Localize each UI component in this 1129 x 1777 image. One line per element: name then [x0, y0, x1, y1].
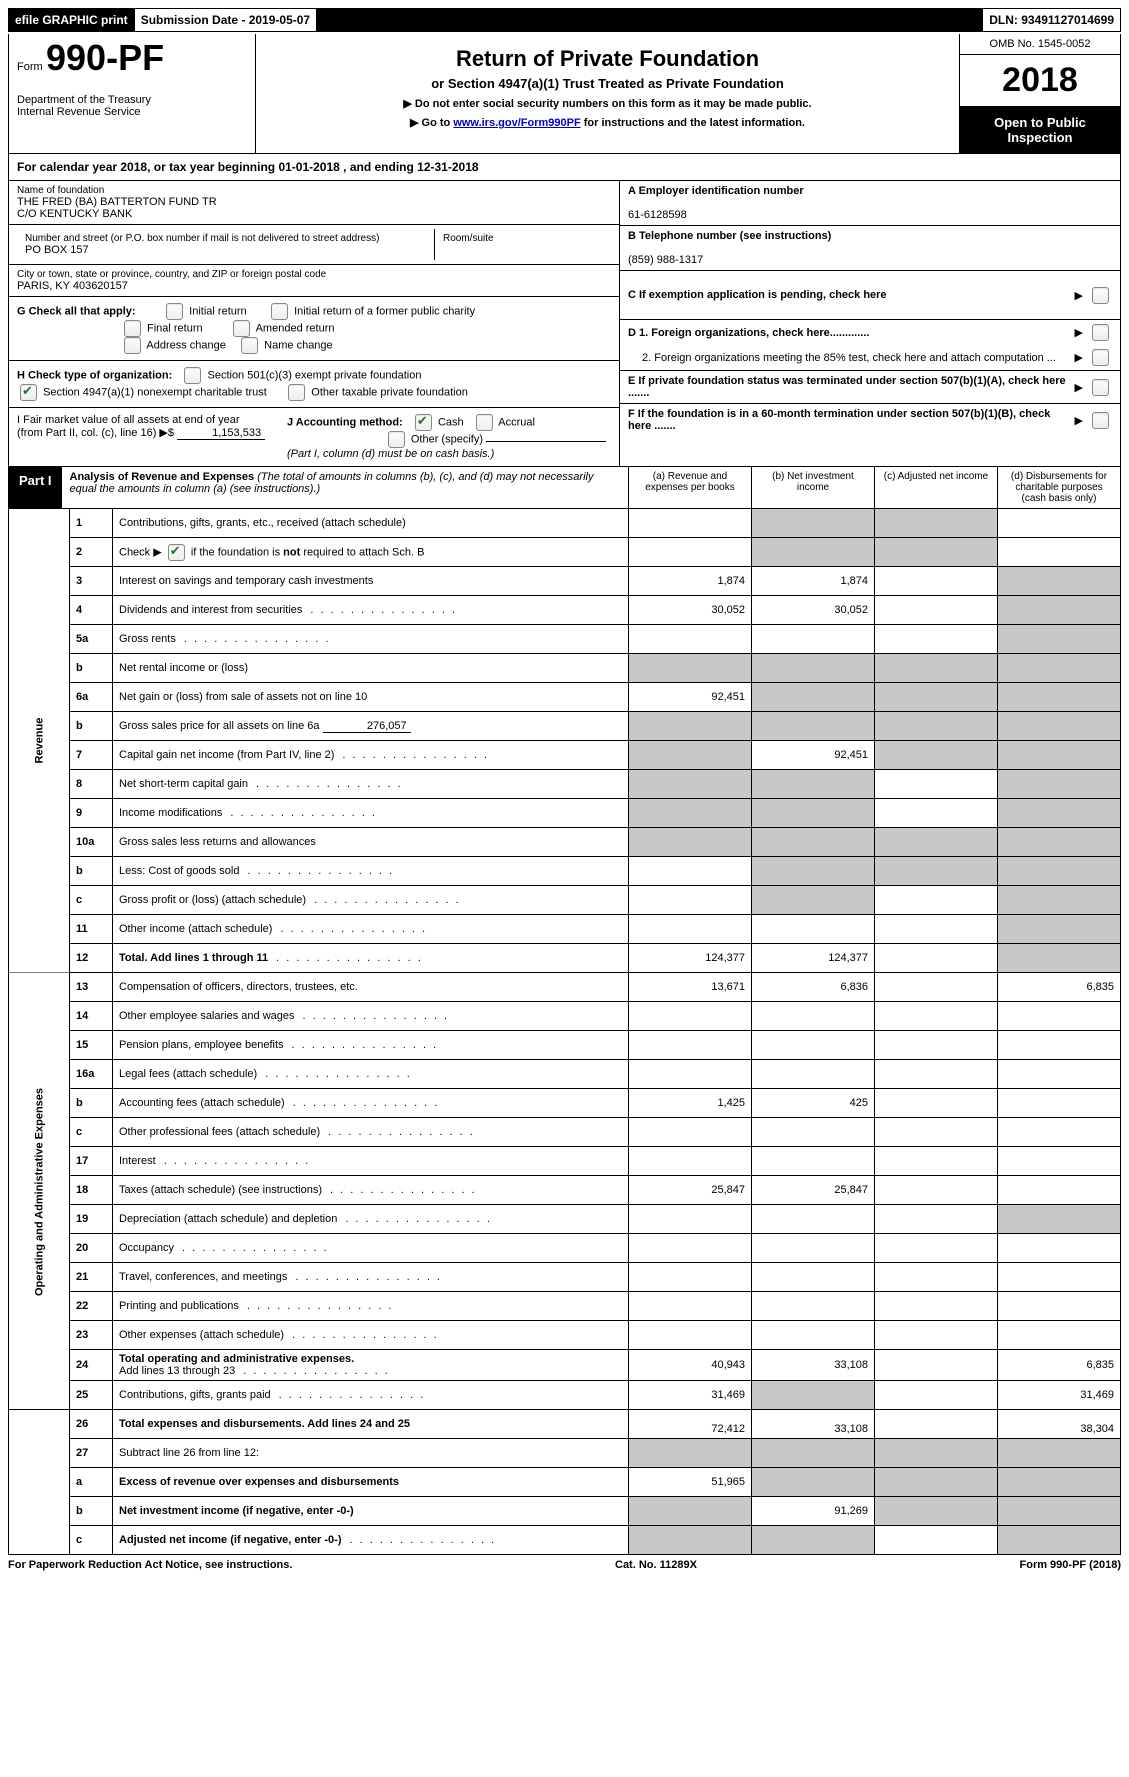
form-subtitle: or Section 4947(a)(1) Trust Treated as P…: [264, 76, 951, 91]
cb-cash[interactable]: [415, 414, 432, 431]
dept-irs: Internal Revenue Service: [17, 106, 247, 118]
foundation-co: C/O KENTUCKY BANK: [17, 208, 611, 220]
section-g: G Check all that apply: Initial return I…: [9, 297, 619, 361]
dept-treasury: Department of the Treasury: [17, 94, 247, 106]
ssn-note: ▶ Do not enter social security numbers o…: [264, 97, 951, 110]
cb-terminated[interactable]: [1092, 379, 1109, 396]
cb-address-change[interactable]: [124, 337, 141, 354]
col-d-header: (d) Disbursements for charitable purpose…: [997, 467, 1120, 508]
cb-other-method[interactable]: [388, 431, 405, 448]
part1-table: Revenue 1Contributions, gifts, grants, e…: [8, 509, 1121, 1555]
cb-initial-return[interactable]: [166, 303, 183, 320]
cat-no: Cat. No. 11289X: [615, 1559, 697, 1571]
phone: (859) 988-1317: [628, 254, 703, 266]
col-c-header: (c) Adjusted net income: [874, 467, 997, 508]
street-address: PO BOX 157: [25, 244, 426, 256]
fmv-value: 1,153,533: [177, 427, 265, 440]
cb-sch-b[interactable]: [168, 544, 185, 561]
tax-year: 2018: [960, 55, 1120, 107]
section-h: H Check type of organization: Section 50…: [9, 361, 619, 408]
cb-foreign-org[interactable]: [1092, 324, 1109, 341]
open-inspection: Open to Public Inspection: [960, 107, 1120, 153]
cb-501c3[interactable]: [184, 367, 201, 384]
revenue-side-label: Revenue: [9, 509, 70, 973]
efile-label: efile GRAPHIC print: [9, 9, 135, 31]
cb-85pct[interactable]: [1092, 349, 1109, 366]
city-state-zip: PARIS, KY 403620157: [17, 280, 611, 292]
foundation-name: THE FRED (BA) BATTERTON FUND TR: [17, 196, 611, 208]
cb-initial-former[interactable]: [271, 303, 288, 320]
form-header: Form 990-PF Department of the Treasury I…: [8, 34, 1121, 154]
submission-date: Submission Date - 2019-05-07: [135, 9, 317, 31]
cb-name-change[interactable]: [241, 337, 258, 354]
irs-link[interactable]: www.irs.gov/Form990PF: [453, 117, 580, 129]
ein: 61-6128598: [628, 209, 687, 221]
calendar-year-row: For calendar year 2018, or tax year begi…: [8, 154, 1121, 181]
omb-number: OMB No. 1545-0052: [960, 34, 1120, 55]
top-bar: efile GRAPHIC print Submission Date - 20…: [8, 8, 1121, 32]
paperwork-notice: For Paperwork Reduction Act Notice, see …: [8, 1559, 292, 1571]
room-suite-label: Room/suite: [443, 233, 603, 244]
col-a-header: (a) Revenue and expenses per books: [628, 467, 751, 508]
cb-other-taxable[interactable]: [288, 384, 305, 401]
expenses-side-label: Operating and Administrative Expenses: [9, 973, 70, 1410]
cb-final-return[interactable]: [124, 320, 141, 337]
cb-4947a1[interactable]: [20, 384, 37, 401]
form-number: 990-PF: [46, 37, 164, 78]
form-title: Return of Private Foundation: [264, 46, 951, 72]
form-word: Form: [17, 61, 43, 73]
dln: DLN: 93491127014699: [983, 9, 1120, 31]
col-b-header: (b) Net investment income: [751, 467, 874, 508]
cb-exemption-pending[interactable]: [1092, 287, 1109, 304]
form-id-footer: Form 990-PF (2018): [1020, 1559, 1121, 1571]
cb-amended[interactable]: [233, 320, 250, 337]
cb-60month[interactable]: [1092, 412, 1109, 429]
entity-info: Name of foundation THE FRED (BA) BATTERT…: [8, 181, 1121, 467]
part1-header: Part I Analysis of Revenue and Expenses …: [8, 467, 1121, 509]
cb-accrual[interactable]: [476, 414, 493, 431]
page-footer: For Paperwork Reduction Act Notice, see …: [8, 1555, 1121, 1575]
